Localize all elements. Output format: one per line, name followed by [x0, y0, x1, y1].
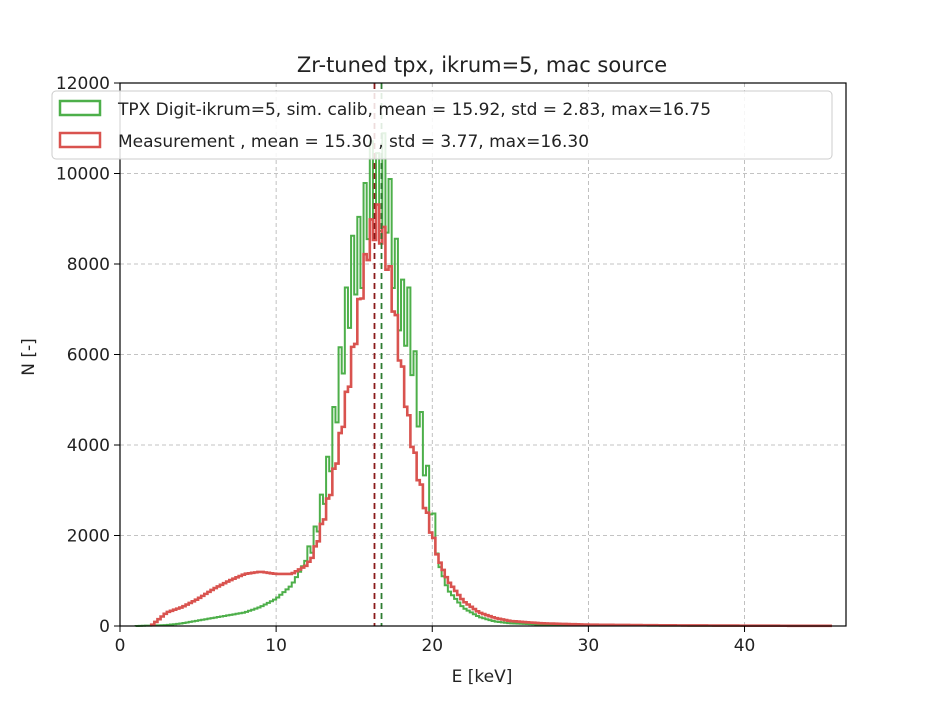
x-tick-label: 40 [734, 636, 756, 656]
legend-swatch-measurement [58, 131, 102, 149]
y-tick-label: 4000 [67, 436, 110, 456]
x-axis-label: E [keV] [452, 667, 513, 687]
x-tick-label: 0 [115, 636, 126, 656]
y-tick-label: 10000 [56, 165, 110, 185]
y-tick-label: 12000 [56, 74, 110, 94]
y-axis-label: N [-] [19, 338, 39, 376]
legend-swatch-sim [58, 99, 102, 117]
x-tick-label: 20 [421, 636, 443, 656]
grid [120, 83, 846, 626]
mean-lines [373, 83, 383, 626]
y-tick-label: 0 [99, 617, 110, 637]
y-tick-label: 8000 [67, 255, 110, 275]
y-axis-ticks: 0 2000 4000 6000 8000 10000 12000 [56, 74, 120, 637]
series-line-0 [134, 132, 832, 627]
x-tick-label: 30 [578, 636, 600, 656]
legend-label-measurement: Measurement , mean = 15.30 , std = 3.77,… [118, 132, 589, 152]
y-tick-label: 6000 [67, 346, 110, 366]
series-layer [134, 132, 832, 628]
series-line-1 [149, 203, 832, 628]
chart-title: Zr-tuned tpx, ikrum=5, mac source [297, 53, 667, 77]
legend: TPX Digit-ikrum=5, sim. calib, mean = 15… [51, 90, 833, 160]
legend-label-sim: TPX Digit-ikrum=5, sim. calib, mean = 15… [117, 100, 711, 120]
x-tick-label: 10 [265, 636, 287, 656]
legend-box [51, 90, 833, 160]
y-tick-label: 2000 [67, 527, 110, 547]
x-axis-ticks: 0 10 20 30 40 [115, 626, 756, 656]
